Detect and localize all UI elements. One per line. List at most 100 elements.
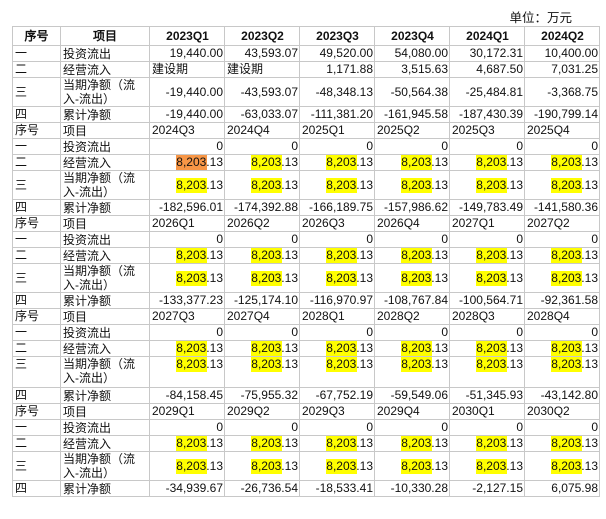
row-number: 三 bbox=[12, 356, 61, 388]
table-row: 一投资流出 0 0 0 0 0 0 bbox=[12, 324, 600, 341]
period-header: 2023Q2 bbox=[224, 26, 300, 46]
value-cell: 8,203.13 bbox=[149, 435, 225, 452]
row-item: 当期净额（流入-流出） bbox=[60, 263, 150, 293]
value-cell: 8,203.13 bbox=[149, 154, 225, 171]
value-text: 8,203.13 bbox=[176, 436, 223, 451]
row-number: 二 bbox=[12, 61, 61, 78]
period-header: 2029Q4 bbox=[374, 403, 450, 420]
value-cell: 建设期 bbox=[149, 61, 225, 78]
value-text: -18,533.41 bbox=[315, 481, 373, 496]
value-text: -67,752.19 bbox=[315, 388, 373, 403]
value-text: 0 bbox=[441, 139, 448, 154]
value-cell: 8,203.13 bbox=[374, 263, 450, 293]
value-text: -190,799.14 bbox=[533, 107, 598, 122]
row-item: 累计净额 bbox=[60, 199, 150, 216]
value-cell: 0 bbox=[149, 324, 225, 341]
value-cell: 0 bbox=[149, 138, 225, 155]
value-cell: 8,203.13 bbox=[524, 154, 600, 171]
value-cell: 8,203.13 bbox=[224, 340, 300, 357]
value-text: 0 bbox=[216, 139, 223, 154]
value-cell: 8,203.13 bbox=[374, 356, 450, 388]
row-item: 当期净额（流入-流出） bbox=[60, 77, 150, 107]
value-cell: -63,033.07 bbox=[224, 106, 300, 123]
unit-label: 单位：万元 bbox=[509, 11, 572, 25]
value-text: 43,593.07 bbox=[244, 46, 298, 61]
value-text: 0 bbox=[216, 420, 223, 435]
header-no: 序号 bbox=[12, 122, 61, 139]
value-cell: 0 bbox=[374, 419, 450, 436]
row-item: 当期净额（流入-流出） bbox=[60, 356, 150, 388]
value-cell: 0 bbox=[524, 231, 600, 248]
value-text: 8,203.13 bbox=[251, 357, 298, 372]
value-cell: 8,203.13 bbox=[299, 356, 375, 388]
table-row: 二经营流入 8,203.13 8,203.13 8,203.13 8,203.13 8,2… bbox=[12, 154, 600, 171]
value-text: 8,203.13 bbox=[401, 155, 448, 170]
row-item: 当期净额（流入-流出） bbox=[60, 451, 150, 481]
value-cell: 8,203.13 bbox=[374, 340, 450, 357]
table-row: 一投资流出 0 0 0 0 0 0 bbox=[12, 231, 600, 248]
period-header: 2025Q4 bbox=[524, 122, 600, 139]
header-no: 序号 bbox=[12, 403, 61, 420]
value-text: -51,345.93 bbox=[465, 388, 523, 403]
value-cell: 8,203.13 bbox=[449, 154, 525, 171]
value-cell: -161,945.58 bbox=[374, 106, 450, 123]
value-text: 49,520.00 bbox=[319, 46, 373, 61]
value-cell: -43,142.80 bbox=[524, 387, 600, 404]
row-number: 二 bbox=[12, 247, 61, 264]
period-header: 2023Q1 bbox=[149, 26, 225, 46]
value-cell: 8,203.13 bbox=[149, 247, 225, 264]
period-header: 2028Q4 bbox=[524, 308, 600, 325]
value-text: 8,203.13 bbox=[551, 248, 598, 263]
value-text: 8,203.13 bbox=[176, 270, 223, 286]
value-cell: -48,348.13 bbox=[299, 77, 375, 107]
value-text: 8,203.13 bbox=[251, 341, 298, 356]
value-cell: 30,172.31 bbox=[449, 45, 525, 62]
value-cell: 19,440.00 bbox=[149, 45, 225, 62]
value-text: 0 bbox=[291, 232, 298, 247]
value-text: -149,783.49 bbox=[458, 200, 523, 215]
value-cell: 8,203.13 bbox=[224, 263, 300, 293]
value-cell: 8,203.13 bbox=[299, 263, 375, 293]
period-header: 2028Q3 bbox=[449, 308, 525, 325]
value-cell: -84,158.45 bbox=[149, 387, 225, 404]
value-cell: 54,080.00 bbox=[374, 45, 450, 62]
value-text: 8,203.13 bbox=[476, 436, 523, 451]
value-cell: 8,203.13 bbox=[299, 154, 375, 171]
period-header: 2025Q1 bbox=[299, 122, 375, 139]
header-item: 项目 bbox=[60, 215, 150, 232]
period-header: 2029Q2 bbox=[224, 403, 300, 420]
value-cell: 43,593.07 bbox=[224, 45, 300, 62]
value-cell: 0 bbox=[524, 419, 600, 436]
value-text: -111,381.20 bbox=[310, 107, 373, 122]
value-text: 0 bbox=[516, 325, 523, 340]
row-number: 四 bbox=[12, 199, 61, 216]
value-cell: -51,345.93 bbox=[449, 387, 525, 404]
row-number: 一 bbox=[12, 324, 61, 341]
period-header: 2027Q2 bbox=[524, 215, 600, 232]
value-text: 8,203.13 bbox=[401, 248, 448, 263]
value-text: 30,172.31 bbox=[469, 46, 523, 61]
row-item: 投资流出 bbox=[60, 324, 150, 341]
value-cell: 0 bbox=[374, 138, 450, 155]
value-text: 19,440.00 bbox=[169, 46, 223, 61]
value-cell: 8,203.13 bbox=[149, 356, 225, 388]
value-cell: 6,075.98 bbox=[524, 480, 600, 497]
value-cell: 8,203.13 bbox=[449, 263, 525, 293]
row-number: 一 bbox=[12, 419, 61, 436]
value-cell: 8,203.13 bbox=[299, 340, 375, 357]
table-row: 一投资流出 0 0 0 0 0 0 bbox=[12, 138, 600, 155]
value-text: 0 bbox=[516, 232, 523, 247]
value-text: 8,203.13 bbox=[551, 458, 598, 474]
value-text: -48,348.13 bbox=[315, 84, 373, 99]
value-text: 8,203.13 bbox=[176, 357, 223, 372]
period-header: 2026Q1 bbox=[149, 215, 225, 232]
table-row: 四累计净额 -182,596.01 -174,392.88 -166,189.75 -1… bbox=[12, 199, 600, 216]
table-row: 二经营流入 8,203.13 8,203.13 8,203.13 8,203.13 8,2… bbox=[12, 340, 600, 357]
value-cell: 8,203.13 bbox=[524, 247, 600, 264]
period-header: 2023Q3 bbox=[299, 26, 375, 46]
value-text: 8,203.13 bbox=[326, 341, 373, 356]
value-text: -187,430.39 bbox=[458, 107, 523, 122]
value-cell: 8,203.13 bbox=[299, 247, 375, 264]
value-cell: 8,203.13 bbox=[524, 263, 600, 293]
value-cell: -166,189.75 bbox=[299, 199, 375, 216]
